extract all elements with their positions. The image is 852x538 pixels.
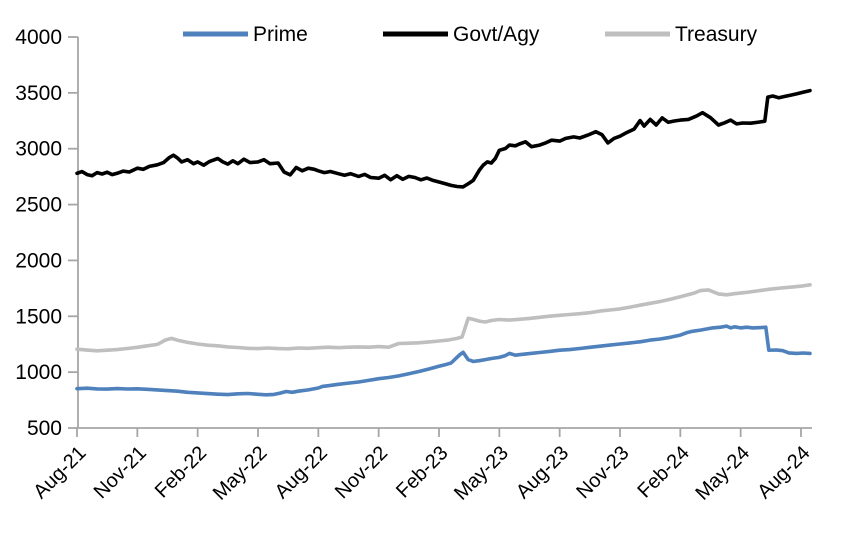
x-tick-label: Nov-22: [331, 442, 392, 503]
y-tick-label: 3500: [15, 82, 62, 105]
series-line-treasury: [75, 283, 812, 353]
y-tick-label: 4000: [15, 26, 62, 49]
x-tick-label: Feb-23: [392, 442, 452, 502]
y-tick-label: 1000: [15, 361, 62, 384]
series-line-govt-agy: [75, 88, 812, 189]
x-tick-label: Nov-23: [572, 442, 633, 503]
x-tick-label: Aug-23: [512, 442, 573, 503]
y-tick-label: 3000: [15, 138, 62, 161]
series-line-prime: [75, 324, 812, 397]
y-tick-label: 2000: [15, 249, 62, 272]
x-tick-label: May-22: [209, 442, 272, 505]
x-tick-label: Nov-21: [90, 442, 151, 503]
legend-label-treasury: Treasury: [675, 23, 758, 46]
y-tick-label: 1500: [15, 305, 62, 328]
legend-label-govt-agy: Govt/Agy: [453, 23, 540, 46]
x-tick-label: Aug-22: [271, 442, 332, 503]
x-tick-label: May-23: [450, 442, 513, 505]
legend-label-prime: Prime: [253, 23, 308, 46]
y-tick-label: 500: [27, 417, 62, 440]
x-tick-label: Feb-24: [633, 442, 693, 502]
x-tick-label: Aug-24: [753, 442, 814, 503]
x-tick-label: Feb-22: [151, 442, 211, 502]
x-tick-label: May-24: [691, 442, 754, 505]
y-tick-label: 2500: [15, 194, 62, 217]
x-tick-label: Aug-21: [29, 442, 90, 503]
